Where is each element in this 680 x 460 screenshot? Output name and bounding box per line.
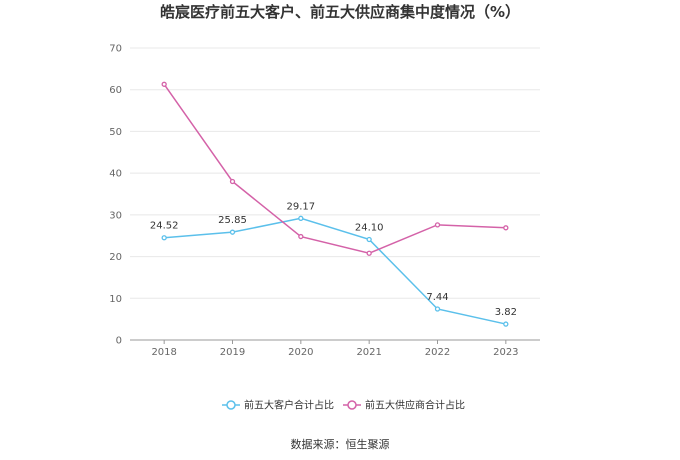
series-line: [164, 217, 506, 325]
data-point[interactable]: [298, 233, 304, 240]
data-label: 24.10: [355, 222, 384, 233]
x-tick-label: 2020: [288, 347, 313, 358]
series-1: 24.52 25.85 29.17 24.10 7.44 3.82: [150, 201, 517, 327]
y-tick-label: 0: [116, 336, 122, 347]
chart-title: 皓宸医疗前五大客户、前五大供应商集中度情况（%）: [160, 3, 520, 21]
legend-marker-icon: [347, 400, 357, 410]
x-tick-label: 2021: [356, 347, 381, 358]
legend[interactable]: 前五大客户合计占比 前五大供应商合计占比: [222, 399, 465, 412]
data-label: 29.17: [287, 201, 316, 212]
grid: [130, 47, 540, 299]
legend-label: 前五大客户合计占比: [244, 399, 334, 412]
data-point[interactable]: [434, 222, 441, 228]
legend-marker-icon: [226, 400, 236, 410]
data-point[interactable]: [434, 306, 441, 312]
x-tick-label: 2022: [425, 347, 450, 358]
data-point[interactable]: [229, 229, 236, 235]
data-label: 7.44: [426, 292, 448, 303]
data-point[interactable]: [366, 250, 372, 256]
x-tick-label: 2018: [151, 347, 176, 358]
series-layer: 24.52 25.85 29.17 24.10 7.44 3.82: [150, 81, 517, 327]
data-point[interactable]: [298, 215, 304, 221]
data-point[interactable]: [503, 225, 509, 231]
y-tick-label: 60: [109, 85, 122, 96]
series-line: [163, 83, 506, 255]
y-tick-label: 40: [109, 169, 122, 180]
series-2: [161, 81, 509, 256]
y-tick-label: 20: [109, 252, 122, 263]
data-label: 3.82: [495, 307, 517, 318]
legend-item[interactable]: 前五大供应商合计占比: [343, 399, 465, 412]
x-axis-ticks: 2018 2019 2020 2021 2022 2023: [151, 340, 519, 358]
data-source: 数据来源：恒生聚源: [291, 437, 390, 451]
legend-label: 前五大供应商合计占比: [365, 399, 465, 412]
data-label: 25.85: [218, 215, 247, 226]
y-axis-ticks: 0 10 20 30 40 50 60 70: [109, 44, 122, 347]
data-label: 24.52: [150, 221, 179, 232]
data-point[interactable]: [503, 321, 509, 327]
data-point[interactable]: [229, 178, 236, 185]
y-tick-label: 30: [109, 210, 122, 221]
data-point[interactable]: [161, 235, 167, 241]
y-tick-label: 10: [109, 294, 122, 305]
x-tick-label: 2019: [220, 347, 245, 358]
y-tick-label: 70: [109, 44, 122, 55]
y-tick-label: 50: [109, 127, 122, 138]
data-point[interactable]: [161, 81, 167, 87]
legend-item[interactable]: 前五大客户合计占比: [222, 399, 334, 412]
x-tick-label: 2023: [493, 347, 518, 358]
data-point[interactable]: [366, 236, 372, 243]
